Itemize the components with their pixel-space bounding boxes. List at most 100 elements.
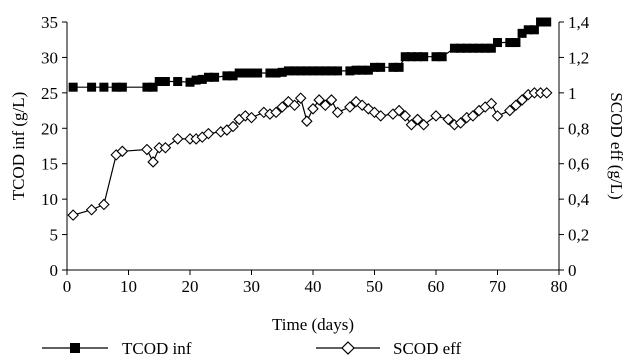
scod-eff-point	[393, 104, 405, 117]
tcod-inf-point	[529, 25, 539, 35]
tcod-inf-point	[68, 82, 78, 92]
y-left-tick-label: 15	[41, 155, 58, 174]
y-right-tick-label: 0,6	[568, 155, 589, 174]
tcod-inf-point	[222, 71, 232, 81]
tcod-inf-point	[296, 66, 306, 76]
scod-eff-point	[141, 143, 153, 156]
tcod-inf-point	[388, 62, 398, 72]
scod-eff-point	[307, 103, 319, 115]
tcod-inf-point	[111, 82, 121, 92]
scod-eff-point	[270, 106, 282, 119]
scod-eff-point	[454, 117, 467, 129]
scod-eff-point	[510, 99, 522, 112]
x-tick-label: 30	[243, 277, 260, 296]
tcod-inf-point	[326, 66, 336, 76]
scod-eff-point	[67, 209, 79, 221]
tcod-inf-point	[456, 43, 466, 53]
tcod-inf-point	[400, 52, 410, 62]
scod-eff-point	[116, 145, 129, 158]
legend-tcod-label: TCOD inf	[122, 339, 192, 358]
tcod-inf-point	[253, 68, 263, 78]
scod-eff-point	[171, 133, 184, 145]
tcod-inf-point	[228, 71, 238, 81]
scod-eff-point	[202, 127, 215, 140]
tcod-inf-point	[247, 68, 256, 78]
y-axis-left-title: TCOD inf (g/L)	[9, 92, 28, 201]
legend-scod-label: SCOD eff	[393, 339, 461, 358]
scod-eff-point	[147, 156, 159, 168]
scod-eff-point	[430, 110, 442, 122]
x-tick-label: 80	[551, 277, 568, 296]
tcod-inf-point	[431, 52, 441, 62]
scod-eff-point	[98, 198, 110, 211]
tcod-inf-point	[474, 43, 484, 53]
scod-eff-point	[294, 92, 307, 104]
tcod-inf-point	[117, 82, 127, 92]
legend-tcod-marker	[70, 343, 80, 353]
tcod-inf-point	[536, 17, 546, 27]
y-left-tick-label: 35	[41, 13, 58, 32]
y-left-tick-label: 20	[41, 119, 58, 138]
scod-eff-point	[325, 94, 338, 106]
legend: TCOD inf SCOD eff	[42, 339, 461, 358]
tcod-inf-point	[542, 17, 552, 27]
tcod-inf-point	[160, 77, 170, 87]
tcod-inf-point	[480, 43, 490, 53]
tcod-inf-point	[370, 62, 379, 72]
scod-eff-point	[516, 94, 528, 106]
scod-eff-point	[85, 203, 98, 216]
tcod-inf-point	[185, 77, 195, 87]
tcod-inf-point	[203, 72, 213, 82]
scod-eff-point	[374, 110, 387, 122]
tcod-inf-point	[277, 67, 287, 77]
x-tick-label: 0	[63, 277, 72, 296]
tcod-inf-point	[413, 52, 423, 62]
tcod-inf-point	[240, 68, 250, 78]
scod-eff-point	[491, 110, 504, 122]
x-tick-label: 10	[120, 277, 137, 296]
y-left-tick-label: 10	[41, 190, 58, 209]
y-right-tick-label: 0,2	[568, 226, 589, 245]
scod-eff-point	[411, 113, 424, 126]
legend-scod-marker	[341, 341, 355, 355]
tcod-inf-point	[191, 75, 201, 85]
y-right-tick-label: 1,4	[568, 13, 590, 32]
tcod-inf-line	[73, 21, 547, 88]
scod-eff-point	[313, 94, 325, 106]
scod-eff-point	[344, 101, 356, 113]
x-axis-title: Time (days)	[272, 315, 354, 334]
y-right-tick-label: 1	[568, 84, 577, 103]
tcod-inf-point	[462, 43, 472, 53]
tcod-inf-point	[210, 72, 220, 82]
tcod-inf-point	[505, 38, 515, 48]
tcod-inf-point	[419, 52, 429, 62]
x-tick-label: 70	[489, 277, 506, 296]
scod-eff-point	[227, 120, 239, 133]
scod-eff-point	[276, 101, 289, 113]
scod-eff-point	[504, 104, 516, 117]
tcod-inf-point	[154, 77, 164, 87]
scod-eff-point	[159, 141, 172, 154]
scod-eff-point	[245, 111, 258, 124]
tcod-inf-point	[99, 82, 109, 92]
tcod-inf-point	[290, 66, 300, 76]
tcod-inf-point	[376, 62, 386, 72]
tcod-inf-point	[493, 38, 502, 48]
tcod-inf-point	[406, 52, 416, 62]
y-left-tick-label: 0	[50, 261, 59, 280]
scod-eff-point	[417, 118, 430, 131]
scod-eff-point	[319, 99, 332, 112]
scod-eff-point	[405, 118, 418, 131]
tcod-inf-point	[271, 68, 281, 78]
tcod-inf-point	[308, 66, 318, 76]
scod-eff-point	[331, 106, 344, 119]
tcod-inf-point	[517, 28, 527, 38]
tcod-inf-point	[394, 62, 404, 72]
x-tick-label: 40	[305, 277, 322, 296]
y-left-tick-label: 25	[41, 84, 58, 103]
tcod-inf-point	[320, 66, 330, 76]
tcod-inf-point	[87, 82, 97, 92]
tcod-inf-point	[357, 65, 367, 75]
tcod-inf-point	[486, 43, 496, 53]
